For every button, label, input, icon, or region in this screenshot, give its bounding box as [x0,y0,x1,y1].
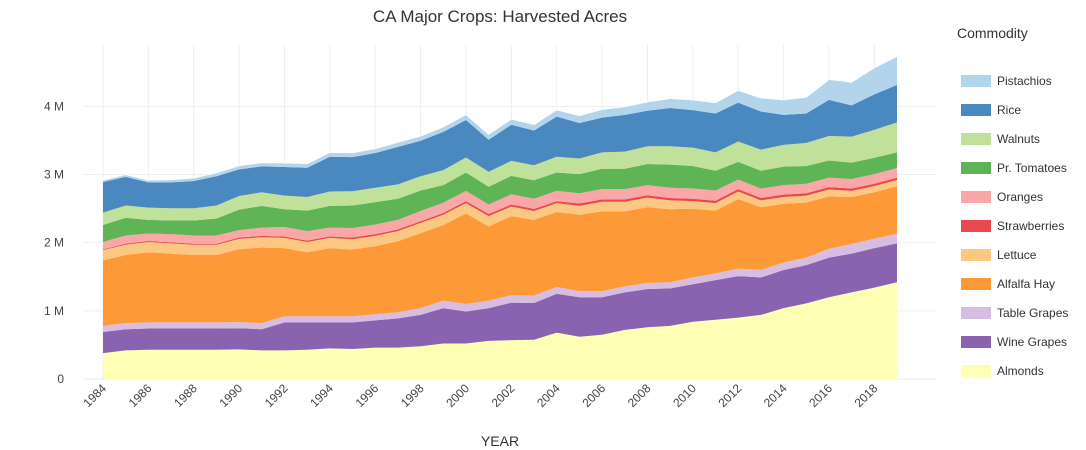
legend-label: Table Grapes [997,306,1068,320]
x-axis-title: YEAR [481,433,519,449]
x-axis: 1984 1986 1988 1990 1992 1994 1996 1998 2000 2002… [80,381,880,410]
legend-title: Commodity [957,25,1028,41]
legend-label: Wine Grapes [997,335,1067,349]
legend-item-walnuts[interactable]: Walnuts [961,132,1040,146]
legend-item-lettuce[interactable]: Lettuce [961,248,1037,262]
x-tick-label: 1998 [398,381,427,410]
x-tick-label: 2010 [670,381,699,410]
legend-swatch [961,220,991,232]
legend-label: Pistachios [997,74,1052,88]
area-series-alfalfa-hay [103,186,897,326]
x-tick-label: 1984 [80,381,109,410]
x-tick-label: 2000 [443,381,472,410]
legend-swatch [961,336,991,348]
plot-area [102,55,898,379]
legend-swatch [961,104,991,116]
y-tick-label: 0 [57,372,64,386]
legend-label: Almonds [997,364,1044,378]
legend-item-alfalfa-hay[interactable]: Alfalfa Hay [961,277,1055,291]
chart-title: CA Major Crops: Harvested Acres [373,7,627,26]
y-tick-label: 1 M [44,304,64,318]
legend-swatch [961,133,991,145]
legend-item-almonds[interactable]: Almonds [961,364,1044,378]
legend-swatch [961,75,991,87]
legend-label: Walnuts [997,132,1040,146]
legend-label: Alfalfa Hay [997,277,1055,291]
legend-swatch [961,162,991,174]
legend-item-pistachios[interactable]: Pistachios [961,74,1052,88]
legend-label: Oranges [997,190,1043,204]
y-tick-label: 2 M [44,236,64,250]
stack-top-line [102,55,898,181]
legend-label: Strawberries [997,219,1064,233]
legend: Commodity Pistachios Rice Walnuts Pr. Tomat… [957,25,1068,378]
x-tick-label: 1986 [126,381,155,410]
legend-item-pr-tomatoes[interactable]: Pr. Tomatoes [961,161,1067,175]
x-tick-label: 2002 [489,381,518,410]
x-tick-label: 1994 [307,381,336,410]
legend-swatch [961,191,991,203]
legend-label: Rice [997,103,1021,117]
x-tick-label: 1990 [216,381,245,410]
x-tick-label: 2014 [761,381,790,410]
x-tick-label: 2016 [806,381,835,410]
legend-swatch [961,249,991,261]
legend-swatch [961,365,991,377]
y-tick-label: 3 M [44,168,64,182]
area-series-rice [103,84,897,213]
legend-item-strawberries[interactable]: Strawberries [961,219,1064,233]
x-tick-label: 2004 [534,381,563,410]
x-tick-label: 1992 [262,381,291,410]
area-series-oranges [103,168,897,250]
x-tick-label: 1996 [353,381,382,410]
x-tick-label: 1988 [171,381,200,410]
legend-label: Pr. Tomatoes [997,161,1067,175]
area-series-lettuce [103,179,897,261]
legend-label: Lettuce [997,248,1037,262]
legend-swatch [961,307,991,319]
x-tick-label: 2018 [852,381,881,410]
legend-item-rice[interactable]: Rice [961,103,1021,117]
x-tick-label: 2006 [579,381,608,410]
area-series-pr-tomatoes [103,152,897,242]
legend-item-wine-grapes[interactable]: Wine Grapes [961,335,1067,349]
x-tick-label: 2012 [716,381,745,410]
y-tick-label: 4 M [44,99,64,113]
area-series-wine-grapes [103,243,897,354]
area-series-almonds [103,282,897,379]
y-axis: 0 1 M 2 M 3 M 4 M [44,99,64,386]
area-series-walnuts [103,122,897,225]
legend-item-oranges[interactable]: Oranges [961,190,1043,204]
x-tick-label: 2008 [625,381,654,410]
legend-swatch [961,278,991,290]
legend-item-table-grapes[interactable]: Table Grapes [961,306,1068,320]
